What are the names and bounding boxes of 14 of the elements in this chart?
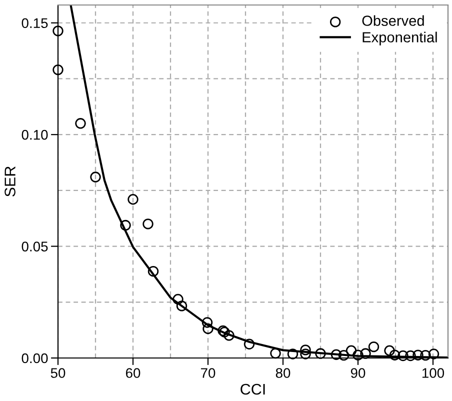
y-axis-title: SER xyxy=(4,166,16,197)
x-tick-label: 50 xyxy=(50,368,66,378)
x-tick-label: 100 xyxy=(422,368,444,378)
x-axis-title: CCI xyxy=(240,384,265,395)
y-tick-label: 0.10 xyxy=(22,130,48,140)
x-tick-label: 90 xyxy=(350,368,366,378)
x-tick-label: 60 xyxy=(126,368,140,378)
y-tick-label: 0.05 xyxy=(22,242,48,252)
y-tick-label: 0.15 xyxy=(22,18,48,28)
legend-label: Exponential xyxy=(362,32,437,46)
y-tick-label: 0.00 xyxy=(22,353,48,364)
x-tick-label: 80 xyxy=(276,368,290,378)
legend-label: Observed xyxy=(362,15,424,26)
x-tick-label: 70 xyxy=(200,368,216,378)
